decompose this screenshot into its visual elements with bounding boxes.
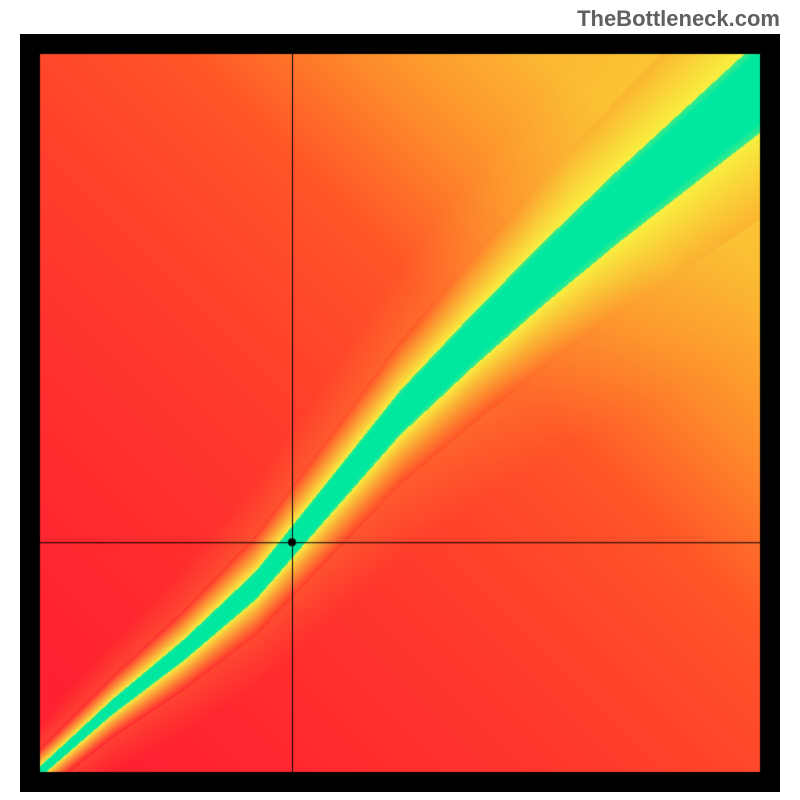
plot-frame xyxy=(20,34,780,792)
watermark-text: TheBottleneck.com xyxy=(577,6,780,32)
heatmap-canvas xyxy=(20,34,780,792)
